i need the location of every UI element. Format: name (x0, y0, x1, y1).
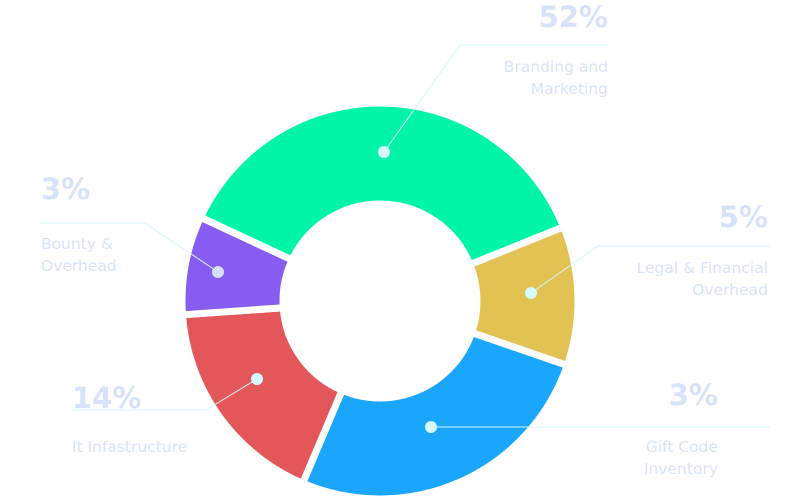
value-label-bounty: 3% (41, 172, 91, 206)
value-label-it: 14% (72, 381, 142, 415)
leader-line-legal (530, 245, 770, 294)
leader-line-bounty (40, 222, 219, 273)
slice-branding[interactable] (195, 99, 569, 270)
slice-it[interactable] (178, 304, 347, 488)
marker-dot-legal (525, 287, 537, 299)
category-label-it: It Infastructure (72, 438, 188, 456)
slice-bounty[interactable] (178, 212, 297, 319)
value-label-legal: 5% (718, 200, 768, 234)
marker-dot-it (251, 373, 263, 385)
category-label-branding: Branding and Marketing (503, 58, 608, 98)
category-label-legal: Legal & Financial Overhead (636, 259, 768, 299)
category-label-giftcode: Gift Code Inventory (643, 438, 718, 478)
marker-dot-giftcode (425, 421, 437, 433)
slice-giftcode[interactable] (298, 328, 572, 500)
leader-line-branding (383, 44, 608, 153)
category-label-bounty: Bounty & Overhead (41, 235, 117, 275)
value-label-giftcode: 3% (668, 378, 718, 412)
value-label-branding: 52% (538, 0, 608, 34)
leader-line-it (72, 378, 258, 411)
marker-dot-branding (378, 146, 390, 158)
marker-dot-bounty (212, 266, 224, 278)
